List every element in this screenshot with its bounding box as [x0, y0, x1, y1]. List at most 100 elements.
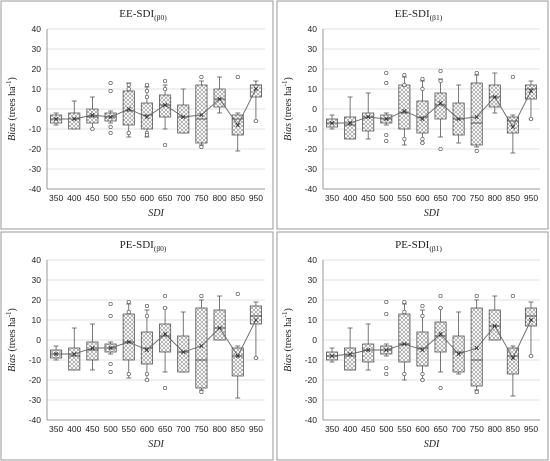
x-axis-title: SDI: [148, 208, 164, 219]
x-tick-label: 850: [506, 193, 520, 203]
outlier-point: [163, 305, 168, 311]
box-450: [362, 323, 375, 371]
x-tick-label: 450: [361, 424, 375, 434]
mean-marker: [384, 347, 389, 353]
mean-marker: [144, 347, 150, 353]
x-tick-label: 800: [212, 424, 226, 434]
outlier-point: [144, 313, 149, 319]
x-tick-label: 750: [194, 424, 208, 434]
mean-marker: [235, 122, 240, 128]
chart-panel-1: EE-SDI(β0) -40 -30 -20 -10 0 10 20 30 40 Bias (tre…: [0, 0, 274, 230]
x-tick-label: 450: [85, 193, 99, 203]
x-tick-label: 350: [49, 424, 63, 434]
outlier-point: [144, 132, 149, 138]
box-500: [380, 70, 393, 144]
mean-marker: [53, 351, 59, 357]
x-tick-label: 850: [231, 193, 245, 203]
mean-marker: [402, 108, 407, 114]
mean-marker: [492, 323, 497, 329]
mean-marker: [53, 116, 59, 122]
x-tick-label: 600: [415, 424, 429, 434]
x-tick-label: 750: [194, 193, 208, 203]
box-700: [452, 84, 465, 144]
y-tick-label: -30: [305, 395, 318, 405]
x-tick-label: 500: [379, 424, 393, 434]
panel-title-subscript: (β1): [430, 13, 443, 22]
mean-marker: [329, 120, 335, 126]
outlier-point: [420, 86, 425, 92]
panel-frame: [0, 231, 274, 461]
x-tick-label: 500: [103, 424, 117, 434]
mean-marker: [510, 124, 515, 130]
y-tick-label: -20: [305, 144, 318, 154]
panel-title-subscript: (β1): [429, 244, 442, 253]
iqr-box: [506, 347, 519, 375]
x-tick-label: 650: [158, 193, 172, 203]
box-400: [68, 327, 81, 371]
outlier-point: [90, 126, 95, 132]
x-tick-label: 650: [433, 193, 447, 203]
x-tick-label: 450: [361, 193, 375, 203]
x-tick-label: 650: [433, 424, 447, 434]
y-tick-label: -40: [305, 415, 318, 425]
outlier-point: [384, 299, 389, 305]
outlier-point: [199, 74, 204, 80]
y-tick-label: 10: [32, 84, 42, 94]
y-tick-label: -30: [305, 164, 318, 174]
outlier-point: [474, 293, 479, 299]
box-650: [159, 293, 172, 391]
mean-marker: [199, 112, 204, 118]
iqr-box: [213, 88, 226, 108]
box-650: [434, 293, 447, 391]
outlier-point: [126, 130, 131, 136]
y-tick-label: 10: [308, 315, 318, 325]
y-tick-label: 30: [32, 275, 42, 285]
mean-marker: [438, 100, 443, 106]
x-tick-label: 500: [103, 193, 117, 203]
iqr-box: [416, 331, 429, 367]
iqr-box: [231, 347, 244, 377]
y-axis-title-rest: (trees ha: [7, 86, 18, 123]
mean-marker: [108, 114, 113, 120]
x-tick-label: 350: [49, 193, 63, 203]
outlier-point: [420, 76, 425, 82]
outlier-point: [420, 371, 425, 377]
y-axis-title-superscript: -1: [5, 311, 13, 317]
mean-marker: [162, 102, 168, 108]
outlier-point: [510, 74, 515, 80]
outlier-point: [438, 305, 443, 311]
y-tick-label: -20: [29, 144, 42, 154]
iqr-box: [362, 343, 375, 363]
y-axis-title: Bias (trees ha-1): [281, 308, 294, 372]
mean-marker: [126, 339, 131, 345]
iqr-box: [159, 323, 172, 353]
mean-marker: [528, 317, 534, 323]
outlier-point: [126, 82, 131, 88]
y-tick-label: -40: [29, 415, 42, 425]
box-450: [86, 323, 99, 371]
y-axis-title-superscript: -1: [281, 311, 289, 317]
iqr-box: [140, 102, 153, 130]
x-tick-label: 850: [231, 424, 245, 434]
x-tick-label: 950: [249, 193, 263, 203]
outlier-point: [420, 313, 425, 319]
x-tick-label: 950: [524, 424, 538, 434]
iqr-box: [195, 84, 208, 144]
panel-frame: [0, 0, 274, 230]
mean-marker: [366, 347, 371, 353]
outlier-point: [126, 371, 131, 377]
outlier-point: [384, 80, 389, 86]
outlier-point: [144, 371, 149, 377]
x-tick-label: 650: [158, 424, 172, 434]
mean-marker: [384, 116, 389, 122]
iqr-box: [434, 321, 447, 353]
x-tick-label: 400: [343, 424, 357, 434]
panel-frame: [276, 0, 549, 230]
y-axis-title-superscript: -1: [5, 80, 13, 86]
y-tick-label: -10: [305, 355, 318, 365]
mean-marker: [90, 112, 95, 118]
iqr-box: [177, 104, 190, 134]
outlier-point: [420, 140, 425, 146]
mean-marker: [181, 349, 186, 355]
box-500: [380, 299, 393, 377]
